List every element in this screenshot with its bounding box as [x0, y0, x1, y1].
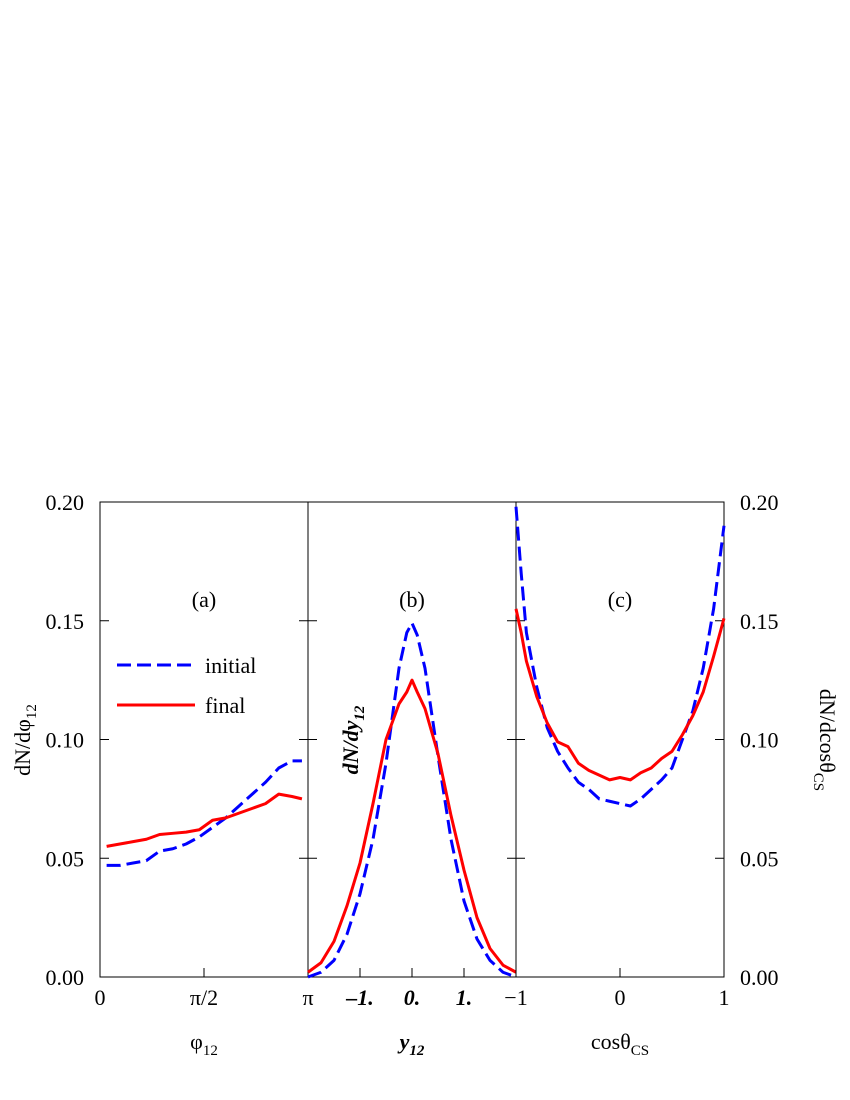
x-tick-label: −1 [504, 985, 527, 1010]
series-line [106, 792, 303, 848]
axis-label-main: dN/dcosθ [815, 689, 840, 773]
y-tick-label: 0.00 [46, 965, 85, 990]
x-tick-label: 1. [456, 985, 473, 1010]
series-line [106, 759, 302, 867]
x-axis-label: cosθCS [591, 1029, 649, 1059]
y-tick-label: 0.20 [46, 490, 85, 515]
legend-label: final [205, 693, 245, 718]
axis-label: dN/dcosθCS [810, 689, 840, 791]
series-line [514, 608, 726, 782]
x-tick-label: π [302, 985, 313, 1010]
plot-frame [99, 501, 309, 978]
x-tick-label: 0 [95, 985, 106, 1010]
axis-label: dN/dy12 [338, 705, 368, 774]
y-tick-label: 0.10 [740, 728, 779, 753]
plot-frame [515, 501, 725, 978]
axis-label-sub: 12 [352, 705, 368, 721]
y-tick-label: 0.05 [46, 846, 85, 871]
y-tick-label: 0.15 [740, 609, 779, 634]
series-line [307, 678, 517, 974]
legend-label: initial [205, 653, 256, 678]
axis-label-sub: 12 [24, 704, 40, 719]
axis-label-main: dN/dy [338, 720, 363, 774]
axis-label-sub: CS [810, 773, 826, 791]
axis-label: dN/dφ12 [10, 704, 40, 776]
axis-label-main: cosθ [591, 1029, 631, 1054]
panel-annotation: (a) [192, 587, 216, 612]
y-tick-label: 0.20 [740, 490, 779, 515]
axis-label-sub: 12 [409, 1043, 425, 1059]
y-tick-label: 0.15 [46, 609, 85, 634]
series-line [514, 506, 726, 808]
x-tick-label: 0 [615, 985, 626, 1010]
axis-label-main: y [397, 1029, 410, 1054]
axis-label-main: dN/dφ [10, 719, 35, 776]
y-tick-label: 0.00 [740, 965, 779, 990]
series-line [307, 621, 517, 979]
x-axis-label: φ12 [190, 1029, 218, 1059]
panel-annotation: (b) [399, 587, 425, 612]
axis-label-sub: 12 [203, 1043, 218, 1059]
x-axis-label: y12 [397, 1029, 425, 1059]
y-tick-label: 0.10 [46, 728, 85, 753]
axis-label-sub: CS [631, 1043, 649, 1059]
x-tick-label: 0. [404, 985, 421, 1010]
panel-annotation: (c) [608, 587, 632, 612]
axis-label-main: φ [190, 1029, 203, 1054]
x-tick-label: 1 [719, 985, 730, 1010]
x-tick-label: –1. [345, 985, 374, 1010]
x-tick-label: π/2 [190, 985, 218, 1010]
y-tick-label: 0.05 [740, 846, 779, 871]
